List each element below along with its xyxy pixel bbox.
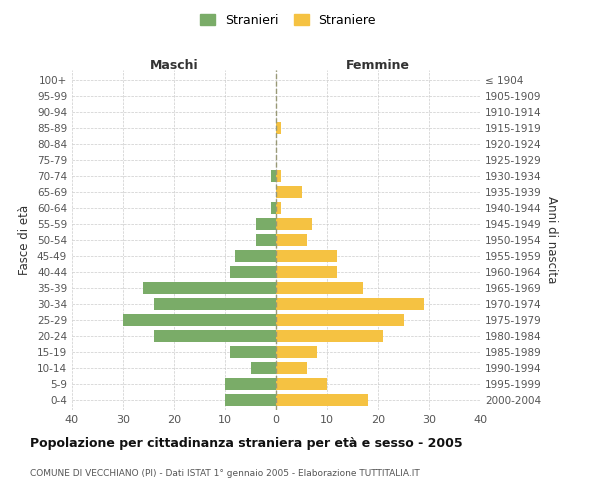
Text: COMUNE DI VECCHIANO (PI) - Dati ISTAT 1° gennaio 2005 - Elaborazione TUTTITALIA.: COMUNE DI VECCHIANO (PI) - Dati ISTAT 1°… [30, 469, 420, 478]
Bar [276, 282, 362, 294]
Y-axis label: Anni di nascita: Anni di nascita [545, 196, 558, 284]
Bar [230, 346, 276, 358]
Bar [256, 234, 276, 246]
Y-axis label: Fasce di età: Fasce di età [19, 205, 31, 275]
Bar [154, 298, 276, 310]
Bar [276, 362, 307, 374]
Bar [143, 282, 276, 294]
Bar [225, 394, 276, 406]
Bar [271, 170, 276, 182]
Bar [276, 170, 281, 182]
Bar [251, 362, 276, 374]
Bar [276, 346, 317, 358]
Bar [276, 122, 281, 134]
Bar [276, 378, 327, 390]
Bar [276, 250, 337, 262]
Bar [276, 234, 307, 246]
Bar [276, 218, 312, 230]
Text: Popolazione per cittadinanza straniera per età e sesso - 2005: Popolazione per cittadinanza straniera p… [30, 438, 463, 450]
Bar [256, 218, 276, 230]
Text: Femmine: Femmine [346, 58, 410, 71]
Bar [123, 314, 276, 326]
Bar [276, 394, 368, 406]
Legend: Stranieri, Straniere: Stranieri, Straniere [195, 8, 381, 32]
Bar [276, 314, 404, 326]
Bar [276, 202, 281, 214]
Bar [230, 266, 276, 278]
Text: Maschi: Maschi [149, 58, 199, 71]
Bar [225, 378, 276, 390]
Bar [276, 330, 383, 342]
Bar [154, 330, 276, 342]
Bar [235, 250, 276, 262]
Bar [271, 202, 276, 214]
Bar [276, 298, 424, 310]
Bar [276, 266, 337, 278]
Bar [276, 186, 302, 198]
